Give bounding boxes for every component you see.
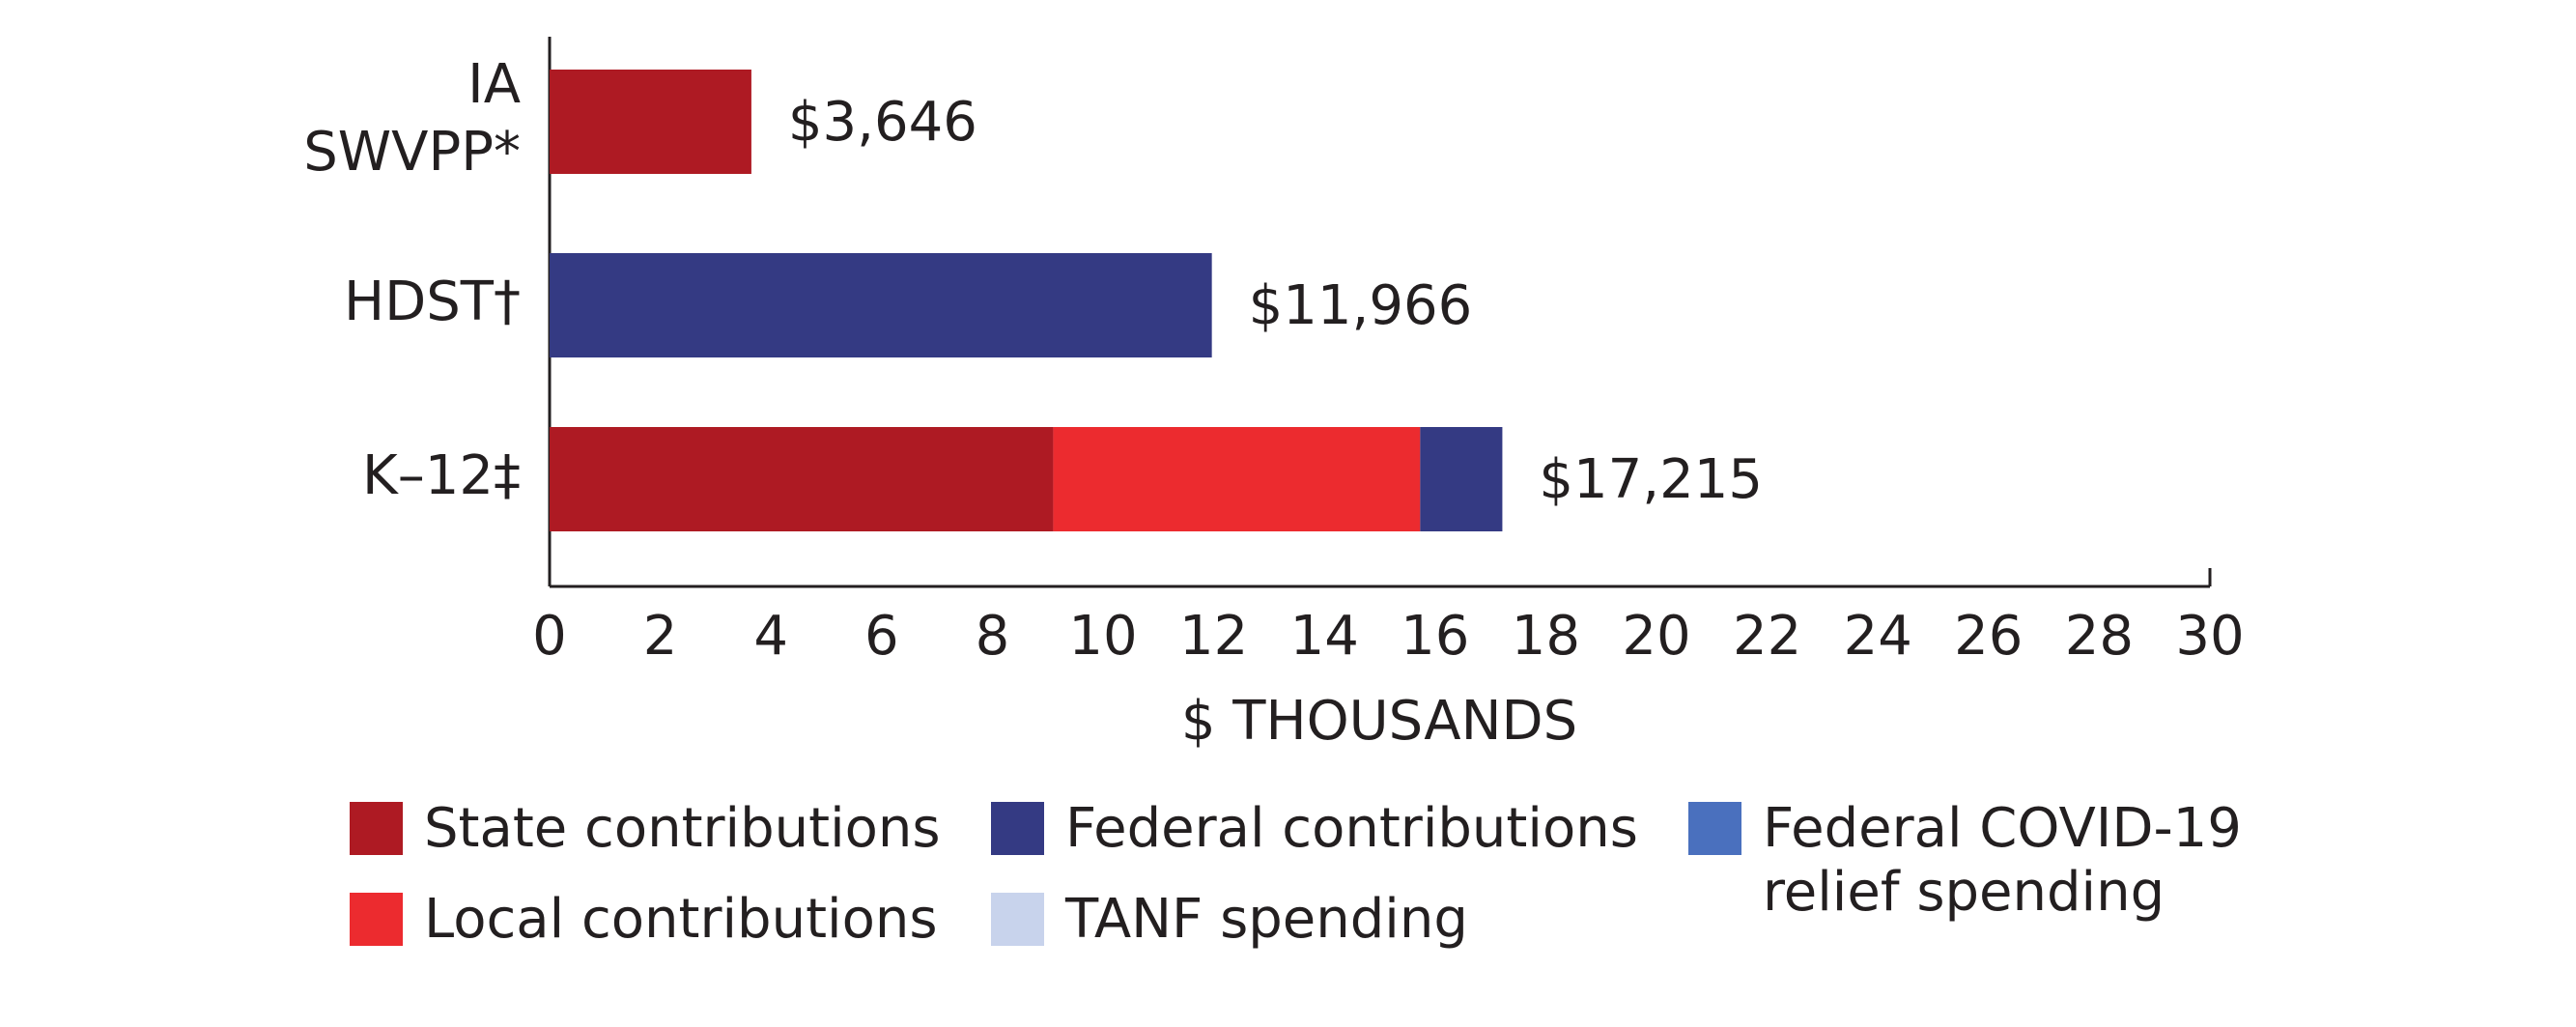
x-tick-label: 12 xyxy=(1179,605,1248,668)
legend-item: Local contributions xyxy=(350,888,938,952)
y-tick-label: HDST† xyxy=(344,271,521,333)
legend-item: TANF spending xyxy=(991,888,1468,952)
legend-swatch xyxy=(350,893,403,946)
legend-label: State contributions xyxy=(424,797,941,860)
x-tick-label: 10 xyxy=(1068,605,1137,668)
legend-item: State contributions xyxy=(350,797,941,861)
x-axis-title: $ THOUSANDS xyxy=(1181,690,1577,753)
legend-swatch xyxy=(350,802,403,855)
legend-swatch xyxy=(991,893,1044,946)
x-tick-label: 8 xyxy=(976,605,1010,668)
x-tick-label: 6 xyxy=(864,605,899,668)
bar-segment xyxy=(550,427,1054,531)
x-tick-label: 22 xyxy=(1733,605,1801,668)
bar-segment xyxy=(550,253,1212,357)
total-label: $11,966 xyxy=(1249,274,1473,337)
x-tick-label: 18 xyxy=(1512,605,1580,668)
y-tick-label: SWVPP* xyxy=(303,121,521,184)
total-label: $17,215 xyxy=(1539,448,1763,511)
x-tick-label: 28 xyxy=(2065,605,2134,668)
x-tick-label: 30 xyxy=(2175,605,2244,668)
bar-segment xyxy=(550,70,751,174)
legend-swatch xyxy=(991,802,1044,855)
legend-label: TANF spending xyxy=(1065,888,1468,951)
y-tick-label: K–12‡ xyxy=(362,444,521,507)
legend-item: Federal COVID-19 relief spending xyxy=(1688,797,2287,925)
total-label: $3,646 xyxy=(788,91,977,154)
legend-label: Local contributions xyxy=(424,888,938,951)
x-tick-label: 20 xyxy=(1622,605,1690,668)
x-tick-label: 0 xyxy=(532,605,567,668)
legend-label: Federal COVID-19 relief spending xyxy=(1763,797,2242,924)
legend-label: Federal contributions xyxy=(1065,797,1638,860)
x-tick-label: 14 xyxy=(1290,605,1359,668)
x-tick-label: 26 xyxy=(1954,605,2023,668)
x-tick-label: 24 xyxy=(1844,605,1912,668)
bar-segment xyxy=(1420,427,1503,531)
bar-segment xyxy=(1053,427,1421,531)
y-tick-label: IA xyxy=(467,53,521,116)
x-tick-label: 16 xyxy=(1401,605,1469,668)
legend-item: Federal contributions xyxy=(991,797,1638,861)
x-tick-label: 4 xyxy=(753,605,788,668)
legend-swatch xyxy=(1688,802,1741,855)
x-tick-label: 2 xyxy=(643,605,678,668)
